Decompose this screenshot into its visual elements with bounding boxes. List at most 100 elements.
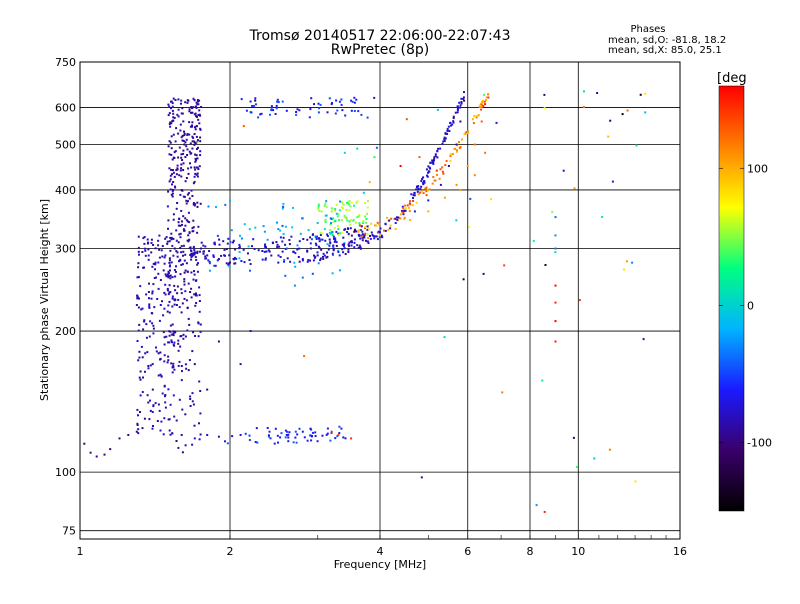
- data-point: [634, 480, 637, 483]
- data-point: [197, 114, 200, 116]
- data-point: [151, 388, 154, 391]
- data-point: [173, 151, 176, 154]
- data-point: [350, 201, 353, 204]
- data-point: [141, 356, 144, 359]
- data-point: [343, 228, 346, 231]
- data-point: [192, 245, 195, 248]
- data-point: [196, 270, 199, 273]
- data-point: [432, 161, 435, 164]
- data-point: [195, 259, 198, 261]
- data-point: [325, 256, 328, 259]
- data-point: [184, 413, 187, 416]
- data-point: [318, 210, 321, 212]
- data-point: [163, 256, 166, 259]
- data-point: [365, 217, 368, 220]
- data-point: [173, 341, 176, 344]
- data-point: [428, 166, 431, 169]
- data-point: [335, 203, 338, 206]
- data-point: [332, 217, 335, 220]
- data-point: [195, 159, 197, 162]
- data-point: [167, 304, 170, 307]
- y-tick-label: 600: [55, 101, 76, 114]
- data-point: [626, 109, 629, 112]
- data-point: [425, 194, 428, 197]
- data-point: [353, 246, 356, 249]
- data-point: [441, 166, 444, 169]
- data-point: [348, 203, 351, 206]
- data-point: [222, 240, 225, 243]
- data-point: [233, 262, 236, 265]
- data-point: [198, 380, 201, 383]
- data-point: [178, 217, 181, 220]
- data-point: [329, 242, 332, 245]
- data-point: [459, 120, 462, 123]
- data-point: [413, 191, 416, 194]
- data-point: [261, 258, 264, 261]
- data-point: [252, 238, 255, 241]
- data-point: [310, 238, 313, 241]
- data-point: [596, 92, 599, 94]
- data-point: [136, 424, 139, 426]
- data-point: [174, 150, 177, 153]
- data-point: [337, 213, 340, 216]
- data-point: [147, 365, 150, 367]
- data-point: [364, 232, 367, 235]
- data-point: [262, 225, 265, 228]
- data-point: [153, 306, 156, 309]
- data-point: [635, 144, 638, 147]
- data-point: [196, 231, 199, 234]
- data-point: [186, 101, 189, 104]
- data-point: [169, 125, 172, 128]
- data-point: [172, 365, 175, 367]
- data-point: [342, 236, 345, 239]
- data-point: [443, 140, 446, 142]
- data-point: [157, 374, 160, 377]
- data-point: [362, 191, 365, 194]
- data-point: [455, 219, 458, 222]
- data-point: [249, 269, 251, 272]
- data-point: [171, 158, 174, 161]
- data-point: [206, 388, 209, 391]
- data-point: [218, 238, 221, 241]
- data-point: [254, 97, 257, 100]
- data-point: [171, 305, 174, 308]
- data-point: [375, 146, 378, 149]
- data-point: [226, 242, 229, 245]
- data-point: [138, 297, 140, 300]
- data-point: [172, 97, 175, 100]
- data-point: [177, 156, 180, 159]
- data-point: [194, 157, 197, 160]
- data-point: [267, 249, 270, 252]
- data-point: [159, 304, 162, 306]
- data-point: [324, 214, 327, 217]
- data-point: [402, 213, 405, 216]
- data-point: [197, 103, 200, 106]
- data-point: [199, 136, 202, 139]
- data-point: [172, 218, 175, 221]
- data-point: [554, 320, 557, 323]
- data-point: [551, 211, 554, 214]
- data-point: [335, 244, 338, 247]
- data-point: [412, 194, 415, 197]
- data-point: [167, 190, 170, 193]
- data-point: [149, 320, 152, 323]
- data-point: [343, 243, 346, 246]
- data-point: [175, 419, 178, 422]
- data-point: [214, 243, 216, 246]
- data-point: [228, 254, 231, 257]
- data-point: [253, 104, 256, 107]
- data-point: [157, 272, 160, 275]
- x-tick-label: 1: [77, 545, 84, 558]
- data-point: [173, 415, 176, 418]
- data-point: [180, 209, 183, 212]
- data-point: [171, 297, 174, 300]
- data-point: [166, 205, 169, 208]
- data-point: [277, 441, 279, 444]
- data-point: [415, 201, 418, 204]
- data-point: [190, 252, 193, 255]
- data-point: [152, 405, 155, 408]
- data-point: [285, 109, 288, 112]
- data-point: [147, 367, 150, 370]
- data-point: [137, 359, 140, 362]
- data-point: [238, 243, 241, 246]
